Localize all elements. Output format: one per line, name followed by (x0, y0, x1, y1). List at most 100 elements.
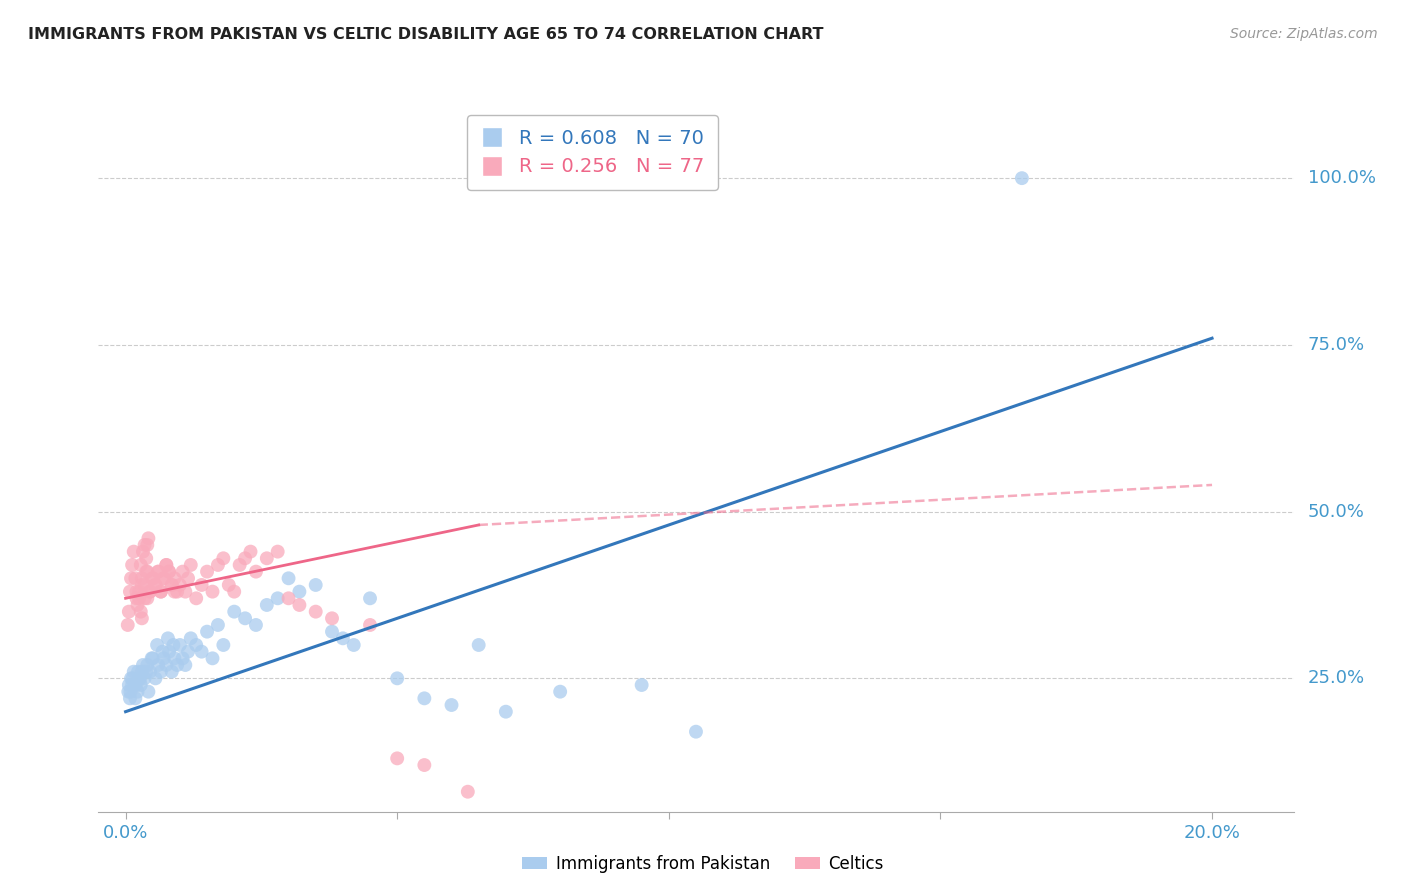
Point (129, 678, 152, 692)
Point (228, 558, 250, 572)
Point (267, 591, 290, 606)
Point (288, 598, 311, 612)
Text: 50.0%: 50.0% (1308, 502, 1365, 521)
Point (413, 691, 436, 706)
Point (195, 565, 218, 579)
Point (138, 684, 160, 698)
Point (145, 578, 167, 592)
Point (256, 598, 278, 612)
Point (201, 584, 224, 599)
Point (207, 618, 229, 632)
Point (233, 611, 256, 625)
Point (152, 651, 174, 665)
Point (149, 665, 172, 679)
Point (125, 678, 148, 692)
Point (277, 571, 299, 585)
Point (245, 618, 267, 632)
Point (127, 598, 149, 612)
Point (149, 584, 172, 599)
Point (172, 651, 194, 665)
Point (131, 571, 153, 585)
Point (128, 591, 150, 606)
Point (121, 678, 143, 692)
Point (120, 671, 142, 685)
Point (467, 638, 489, 652)
Point (146, 638, 169, 652)
Point (256, 551, 278, 566)
Point (245, 565, 267, 579)
Point (201, 651, 224, 665)
Point (163, 571, 186, 585)
Text: 75.0%: 75.0% (1308, 336, 1365, 354)
Text: IMMIGRANTS FROM PAKISTAN VS CELTIC DISABILITY AGE 65 TO 74 CORRELATION CHART: IMMIGRANTS FROM PAKISTAN VS CELTIC DISAB… (28, 27, 824, 42)
Point (118, 691, 141, 706)
Point (148, 565, 170, 579)
Point (117, 684, 139, 698)
Point (495, 705, 517, 719)
Point (145, 671, 167, 685)
Point (239, 544, 262, 558)
Point (169, 578, 191, 592)
Point (180, 558, 202, 572)
Point (160, 665, 183, 679)
Point (630, 678, 652, 692)
Point (177, 571, 200, 585)
Text: 25.0%: 25.0% (1308, 669, 1365, 688)
Point (129, 605, 152, 619)
Point (277, 591, 299, 606)
Point (155, 558, 177, 572)
Point (305, 578, 328, 592)
Point (128, 671, 150, 685)
Point (121, 558, 143, 572)
Point (124, 571, 146, 585)
Point (124, 691, 146, 706)
Point (134, 578, 156, 592)
Point (190, 645, 212, 659)
Point (218, 578, 240, 592)
Point (440, 698, 463, 712)
Point (127, 684, 149, 698)
Point (166, 658, 188, 673)
Point (135, 665, 157, 679)
Point (163, 651, 186, 665)
Point (138, 531, 160, 545)
Point (321, 624, 343, 639)
Point (224, 584, 246, 599)
Point (177, 645, 200, 659)
Legend: Immigrants from Pakistan, Celtics: Immigrants from Pakistan, Celtics (516, 848, 890, 880)
Point (136, 658, 159, 673)
Point (131, 665, 153, 679)
Point (152, 645, 174, 659)
Point (127, 665, 149, 679)
Point (128, 584, 150, 599)
Point (169, 638, 191, 652)
Point (321, 611, 343, 625)
Point (157, 565, 180, 579)
Point (212, 551, 235, 566)
Point (134, 591, 156, 606)
Point (172, 565, 194, 579)
Point (118, 678, 141, 692)
Point (305, 605, 328, 619)
Point (148, 565, 170, 579)
Point (343, 638, 366, 652)
Point (142, 651, 165, 665)
Point (160, 578, 183, 592)
Point (152, 571, 174, 585)
Text: Source: ZipAtlas.com: Source: ZipAtlas.com (1230, 27, 1378, 41)
Point (129, 558, 152, 572)
Point (152, 571, 174, 585)
Point (385, 751, 409, 765)
Point (288, 584, 311, 599)
Point (132, 544, 155, 558)
Point (131, 578, 153, 592)
Point (157, 645, 180, 659)
Point (124, 678, 146, 692)
Point (139, 584, 162, 599)
Point (142, 571, 165, 585)
Point (186, 638, 208, 652)
Text: 100.0%: 100.0% (1308, 169, 1376, 187)
Point (155, 558, 177, 572)
Point (118, 584, 141, 599)
Point (132, 658, 155, 673)
